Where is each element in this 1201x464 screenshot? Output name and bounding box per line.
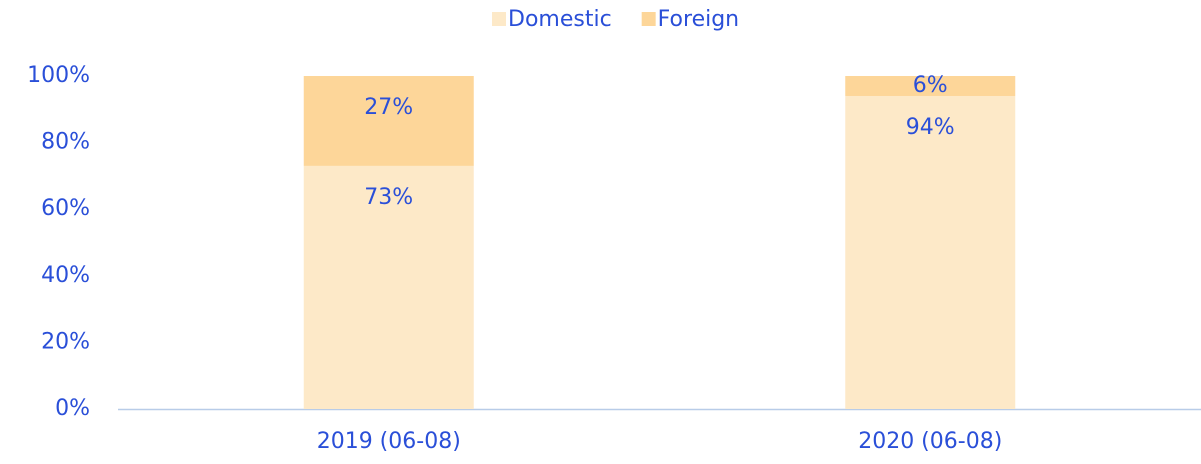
data-label: 6% bbox=[913, 73, 948, 98]
x-tick-label: 2019 (06-08) bbox=[317, 429, 461, 454]
y-tick-label: 60% bbox=[41, 196, 90, 221]
legend-swatch bbox=[492, 12, 506, 26]
legend-swatch bbox=[641, 12, 656, 26]
y-tick-label: 40% bbox=[41, 263, 90, 288]
data-label: 94% bbox=[906, 115, 955, 140]
bar-segment bbox=[303, 165, 474, 409]
x-tick-label: 2020 (06-08) bbox=[858, 429, 1002, 454]
bar-segment bbox=[303, 76, 474, 166]
y-tick-label: 20% bbox=[41, 329, 90, 354]
bar-segment bbox=[845, 95, 1016, 409]
legend-label: Domestic bbox=[508, 7, 612, 32]
y-tick-label: 0% bbox=[55, 396, 90, 421]
y-tick-label: 80% bbox=[41, 130, 90, 155]
y-tick-label: 100% bbox=[27, 63, 90, 88]
legend-label: Foreign bbox=[658, 7, 739, 32]
data-label: 27% bbox=[364, 95, 413, 120]
bar-segment bbox=[845, 76, 1016, 96]
data-label: 73% bbox=[364, 185, 413, 210]
